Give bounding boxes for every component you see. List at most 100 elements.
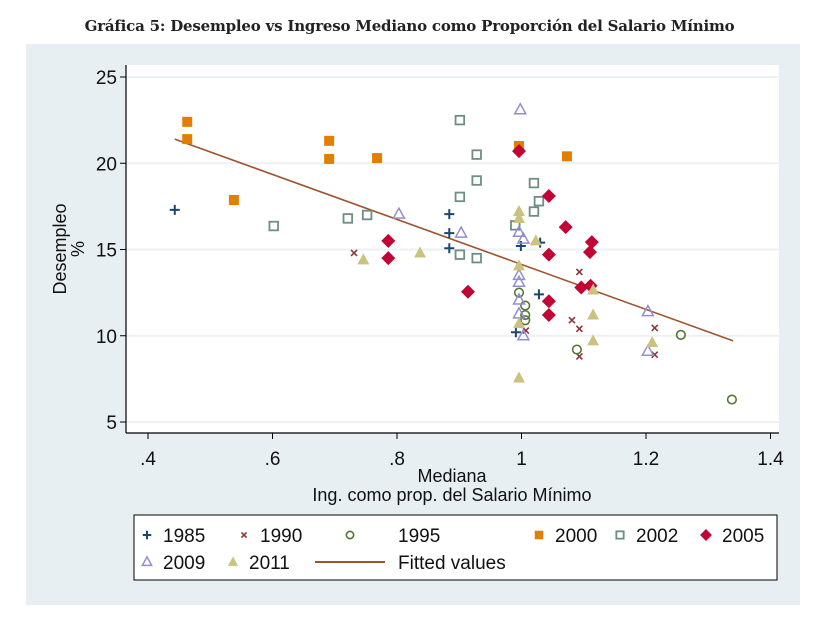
point-2011: [587, 283, 600, 295]
point-2000: [182, 116, 193, 127]
x-tick-label: 1.4: [757, 449, 784, 470]
point-2009: [641, 343, 655, 357]
point-2000: [324, 153, 335, 164]
point-1985: [444, 243, 455, 254]
point-2011: [414, 246, 427, 258]
legend: 1985 1990 1995 2000 2002 2005 2009 2011 Fitted v…: [141, 526, 764, 574]
point-2005: [541, 294, 556, 309]
legend-label: 2005: [722, 526, 764, 547]
legend-marker-2009: [141, 555, 153, 567]
legend-marker-2011: [227, 556, 239, 566]
point-2009: [641, 304, 655, 317]
point-1990: [651, 324, 659, 332]
point-2011: [529, 234, 542, 246]
point-2002: [454, 191, 466, 203]
point-2000: [372, 153, 383, 164]
point-2011: [513, 211, 526, 223]
gridlines: [126, 76, 779, 423]
legend-label: 1985: [163, 526, 205, 547]
legend-box: [133, 514, 778, 581]
legend-label: 2002: [636, 526, 678, 547]
axes: 5 10 15 20 25 .4 .6 .8 1 1.2 1.4: [96, 65, 784, 470]
point-1985: [510, 327, 521, 338]
legend-marker-1995: [345, 530, 355, 540]
point-1995: [513, 287, 525, 298]
point-1995: [520, 300, 531, 311]
point-2005: [512, 144, 527, 159]
x-tick-label: .6: [265, 449, 281, 470]
point-2000: [228, 194, 239, 205]
fitted-line-group: [174, 138, 734, 342]
point-1985: [533, 289, 544, 300]
point-2005: [460, 284, 475, 299]
point-2000: [182, 134, 193, 145]
point-2005: [574, 280, 589, 295]
y-tick-label: 20: [96, 154, 117, 175]
point-1990: [350, 249, 358, 257]
point-2002: [361, 209, 373, 221]
point-1995: [571, 344, 583, 355]
point-2002: [268, 220, 279, 232]
point-2005: [541, 308, 556, 323]
legend-label: 2011: [249, 553, 290, 574]
legend-label: Fitted values: [398, 553, 506, 574]
point-2009: [454, 225, 468, 238]
x-axis-label-line2: Ing. como prop. del Salario Mínimo: [312, 485, 591, 505]
point-2002: [528, 177, 540, 189]
y-axis-label-line1: Desempleo: [50, 203, 70, 294]
point-2011: [587, 334, 600, 346]
legend-label: 2000: [555, 526, 597, 547]
point-2009: [513, 102, 528, 115]
point-1985: [444, 228, 455, 239]
point-1990: [522, 327, 530, 335]
point-2011: [513, 259, 526, 271]
point-2009: [512, 274, 526, 288]
point-2005: [558, 220, 573, 235]
point-2002: [471, 175, 482, 186]
legend-marker-2005: [700, 529, 712, 541]
point-2002: [533, 195, 545, 207]
point-1990: [568, 316, 576, 324]
legend-marker-2002: [615, 530, 625, 540]
point-2009: [392, 206, 406, 219]
point-2005: [541, 247, 556, 262]
x-tick-label: 1: [516, 449, 527, 470]
point-2011: [513, 371, 526, 383]
y-tick-label: 10: [96, 327, 117, 348]
point-1990: [575, 268, 583, 276]
y-tick-label: 25: [96, 68, 117, 89]
point-2011: [587, 308, 600, 320]
point-2009: [512, 267, 526, 281]
point-2000: [324, 135, 335, 146]
y-tick-label: 5: [106, 413, 117, 434]
point-2005: [582, 245, 597, 260]
point-2002: [454, 114, 466, 126]
point-2009: [512, 292, 526, 305]
point-2002: [528, 206, 540, 217]
point-1995: [520, 309, 531, 321]
x-tick-label: .4: [140, 449, 156, 470]
legend-marker-1990: [240, 531, 248, 539]
point-2005: [541, 189, 556, 204]
point-1995: [520, 315, 531, 326]
chart-title: Gráfica 5: Desempleo vs Ingreso Mediano …: [84, 17, 735, 35]
point-2002: [471, 252, 482, 264]
point-2005: [381, 233, 396, 248]
legend-marker-2000: [534, 530, 544, 540]
point-2005: [584, 235, 599, 250]
point-2011: [357, 253, 370, 265]
y-tick-label: 15: [96, 241, 117, 262]
x-tick-label: 1.2: [633, 449, 659, 470]
point-2002: [454, 249, 466, 260]
y-axis-label-line2: %: [68, 241, 88, 257]
legend-label: 2009: [163, 553, 205, 574]
point-2002: [471, 149, 482, 160]
point-2005: [381, 251, 396, 266]
point-2011: [513, 205, 526, 217]
point-1990: [575, 325, 583, 333]
point-2009: [516, 328, 531, 341]
legend-label: 1990: [260, 526, 302, 547]
legend-label: 1995: [398, 526, 440, 547]
point-2011: [646, 336, 659, 348]
